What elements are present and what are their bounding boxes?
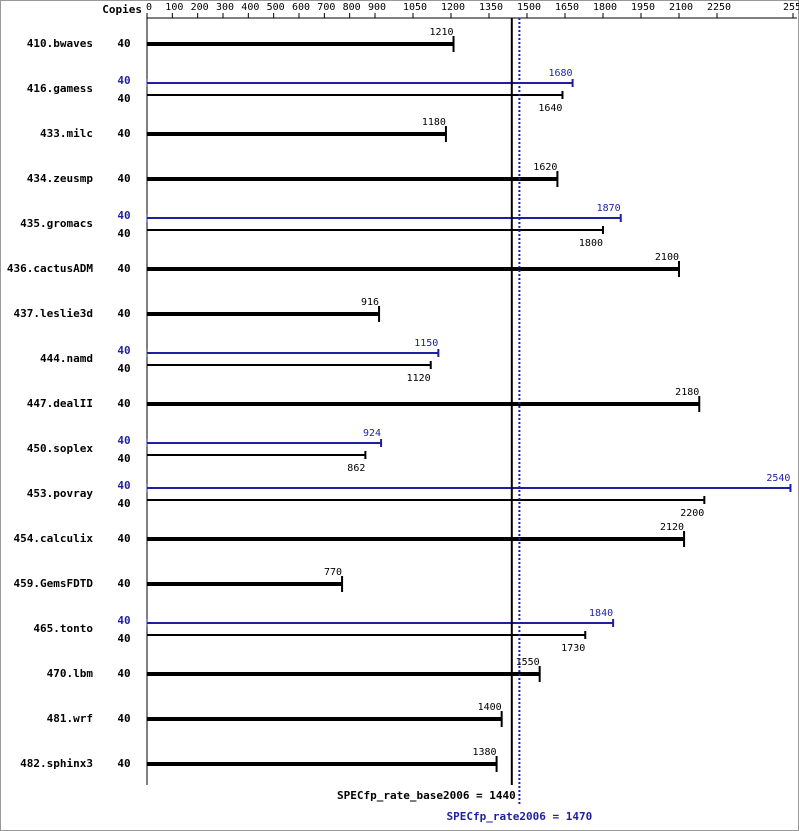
value-label-base: 1120 xyxy=(407,373,431,384)
benchmark-label: 481.wrf xyxy=(47,712,93,725)
x-tick-label: 1200 xyxy=(441,2,465,13)
copies-base: 40 xyxy=(117,92,130,105)
copies: 40 xyxy=(117,127,130,140)
copies: 40 xyxy=(117,397,130,410)
benchmark-label: 454.calculix xyxy=(14,532,94,545)
value-label: 1400 xyxy=(478,702,502,713)
value-label-base: 1800 xyxy=(579,238,603,249)
benchmark-label: 447.dealII xyxy=(27,397,93,410)
x-tick-label: 0 xyxy=(146,2,152,13)
reference-label: SPECfp_rate2006 = 1470 xyxy=(447,810,593,823)
value-label-peak: 1150 xyxy=(414,338,438,349)
benchmark-label: 482.sphinx3 xyxy=(20,757,93,770)
reference-label: SPECfp_rate_base2006 = 1440 xyxy=(337,789,516,802)
benchmark-label: 444.namd xyxy=(40,352,93,365)
x-tick-label: 600 xyxy=(292,2,310,13)
copies-base: 40 xyxy=(117,362,130,375)
copies: 40 xyxy=(117,712,130,725)
copies-peak: 40 xyxy=(117,479,130,492)
copies-peak: 40 xyxy=(117,209,130,222)
benchmark-label: 459.GemsFDTD xyxy=(14,577,94,590)
benchmark-label: 435.gromacs xyxy=(20,217,93,230)
benchmark-label: 437.leslie3d xyxy=(14,307,93,320)
value-label-base: 862 xyxy=(347,463,365,474)
copies-base: 40 xyxy=(117,452,130,465)
benchmark-label: 470.lbm xyxy=(47,667,94,680)
x-tick-label: 1350 xyxy=(479,2,503,13)
value-label: 1210 xyxy=(429,27,453,38)
value-label: 1620 xyxy=(533,162,557,173)
value-label: 2180 xyxy=(675,387,699,398)
copies-base: 40 xyxy=(117,632,130,645)
x-tick-label: 200 xyxy=(191,2,209,13)
value-label-base: 2200 xyxy=(680,508,704,519)
value-label-peak: 2540 xyxy=(766,473,790,484)
benchmark-label: 450.soplex xyxy=(27,442,94,455)
copies: 40 xyxy=(117,667,130,680)
benchmark-label: 433.milc xyxy=(40,127,93,140)
value-label: 916 xyxy=(361,297,379,308)
x-tick-label: 1800 xyxy=(593,2,617,13)
copies: 40 xyxy=(117,532,130,545)
value-label: 1180 xyxy=(422,117,446,128)
x-tick-label: 300 xyxy=(216,2,234,13)
x-tick-label: 1950 xyxy=(631,2,655,13)
copies: 40 xyxy=(117,757,130,770)
x-tick-label: 2250 xyxy=(707,2,731,13)
x-tick-label: 700 xyxy=(317,2,335,13)
value-label: 1550 xyxy=(516,657,540,668)
copies-header: Copies xyxy=(102,3,142,16)
copies: 40 xyxy=(117,577,130,590)
copies-base: 40 xyxy=(117,227,130,240)
copies-peak: 40 xyxy=(117,74,130,87)
x-tick-label: 1050 xyxy=(403,2,427,13)
x-tick-label: 100 xyxy=(165,2,183,13)
value-label-base: 1640 xyxy=(538,103,562,114)
value-label: 2100 xyxy=(655,252,679,263)
copies-base: 40 xyxy=(117,497,130,510)
value-label-base: 1730 xyxy=(561,643,585,654)
value-label: 1380 xyxy=(473,747,497,758)
copies: 40 xyxy=(117,307,130,320)
benchmark-label: 453.povray xyxy=(27,487,94,500)
benchmark-label: 434.zeusmp xyxy=(27,172,94,185)
copies: 40 xyxy=(117,172,130,185)
x-tick-label: 400 xyxy=(241,2,259,13)
value-label-peak: 1870 xyxy=(597,203,621,214)
copies: 40 xyxy=(117,262,130,275)
value-label: 2120 xyxy=(660,522,684,533)
benchmark-label: 436.cactusADM xyxy=(7,262,93,275)
x-tick-label: 500 xyxy=(267,2,285,13)
value-label: 770 xyxy=(324,567,342,578)
value-label-peak: 1840 xyxy=(589,608,613,619)
benchmark-label: 416.gamess xyxy=(27,82,93,95)
x-tick-label: 800 xyxy=(343,2,361,13)
x-tick-label: 2100 xyxy=(669,2,693,13)
x-tick-label: 900 xyxy=(368,2,386,13)
copies: 40 xyxy=(117,37,130,50)
x-tick-label: 1500 xyxy=(517,2,541,13)
copies-peak: 40 xyxy=(117,614,130,627)
benchmark-label: 465.tonto xyxy=(33,622,93,635)
value-label-peak: 1680 xyxy=(549,68,573,79)
x-tick-label: 2550 xyxy=(783,2,799,13)
value-label-peak: 924 xyxy=(363,428,381,439)
copies-peak: 40 xyxy=(117,434,130,447)
x-tick-label: 1650 xyxy=(555,2,579,13)
copies-peak: 40 xyxy=(117,344,130,357)
benchmark-label: 410.bwaves xyxy=(27,37,93,50)
